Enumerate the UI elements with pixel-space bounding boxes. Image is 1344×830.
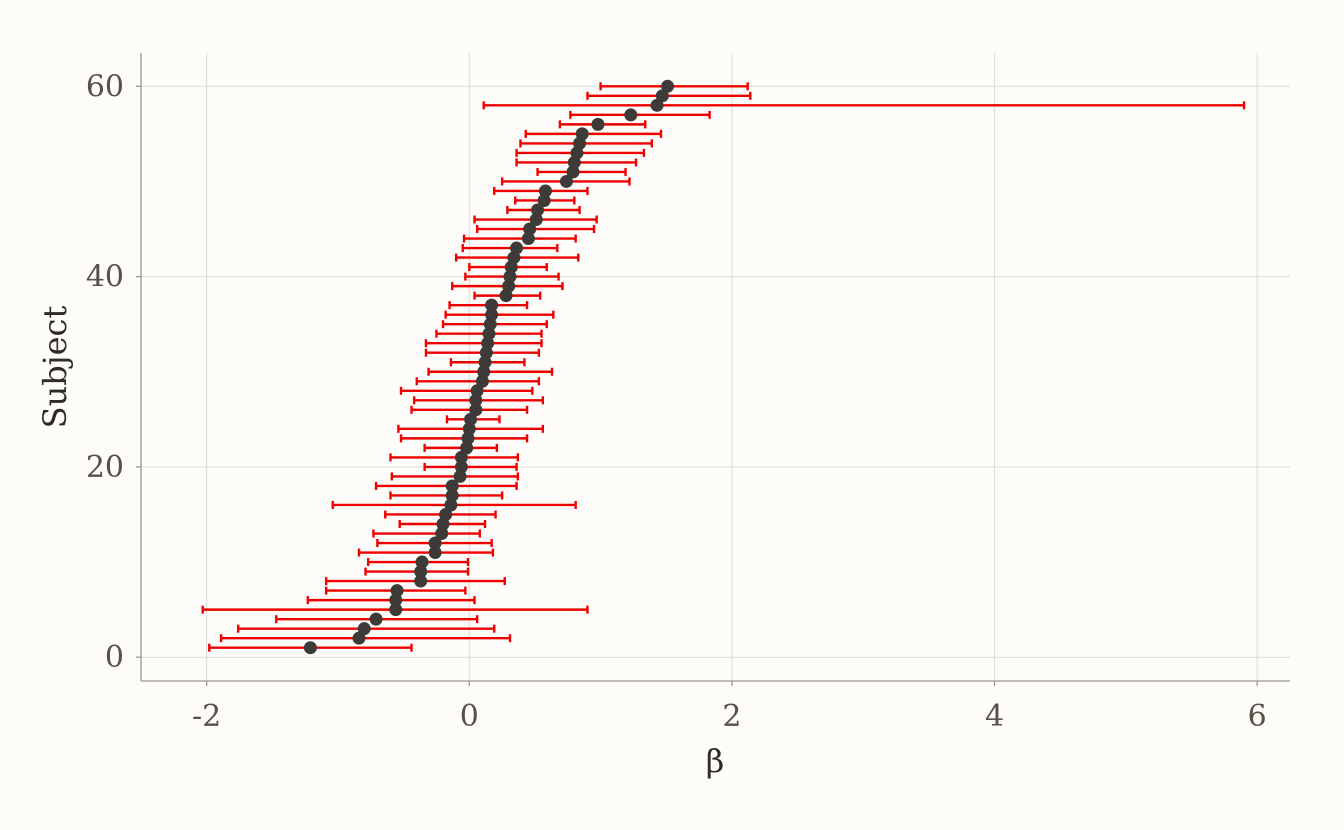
data-point xyxy=(477,365,491,379)
y-tick-label: 40 xyxy=(86,260,124,295)
data-point xyxy=(478,355,492,369)
error-bar xyxy=(423,462,518,471)
error-bar xyxy=(427,367,554,376)
data-point xyxy=(510,241,524,255)
y-tick-label: 60 xyxy=(86,69,124,104)
data-point xyxy=(566,165,580,179)
data-point xyxy=(591,117,605,131)
data-point xyxy=(464,412,478,426)
data-point xyxy=(529,213,543,227)
y-tick-label: 0 xyxy=(105,640,124,675)
error-bar xyxy=(519,139,654,148)
data-point xyxy=(428,546,442,560)
data-point xyxy=(479,346,493,360)
data-point xyxy=(655,89,669,103)
data-point xyxy=(538,184,552,198)
data-point xyxy=(445,488,459,502)
error-bar xyxy=(461,244,559,253)
data-point xyxy=(537,193,551,207)
data-point xyxy=(303,641,317,655)
data-point xyxy=(460,441,474,455)
x-tick-label: -2 xyxy=(192,699,221,734)
data-point xyxy=(428,536,442,550)
error-bar xyxy=(536,167,627,176)
data-point xyxy=(389,603,403,617)
error-bar xyxy=(599,82,749,91)
plot-area xyxy=(141,53,1290,681)
data-point xyxy=(444,498,458,512)
x-tick-label: 6 xyxy=(1248,699,1267,734)
data-point xyxy=(415,555,429,569)
error-bar xyxy=(444,310,555,319)
x-tick-label: 2 xyxy=(722,699,741,734)
error-bar xyxy=(219,634,512,643)
data-point xyxy=(469,393,483,407)
data-point xyxy=(390,584,404,598)
data-point xyxy=(650,98,664,112)
x-axis-title: β xyxy=(706,742,725,780)
error-bar xyxy=(399,386,534,395)
data-point xyxy=(454,460,468,474)
data-point xyxy=(485,308,499,322)
data-point xyxy=(470,384,484,398)
y-tick-label: 20 xyxy=(86,450,124,485)
error-bar xyxy=(482,101,1246,110)
data-point xyxy=(559,174,573,188)
data-point xyxy=(453,469,467,483)
points xyxy=(303,79,675,655)
x-tick-label: 4 xyxy=(985,699,1004,734)
error-bar xyxy=(357,548,495,557)
data-point xyxy=(435,527,449,541)
data-point xyxy=(352,631,366,645)
error-bar xyxy=(586,91,752,100)
data-point xyxy=(482,327,496,341)
x-tick-label: 0 xyxy=(460,699,479,734)
data-point xyxy=(481,336,495,350)
data-point xyxy=(445,479,459,493)
data-point xyxy=(414,565,428,579)
data-point xyxy=(531,203,545,217)
data-point xyxy=(454,450,468,464)
data-point xyxy=(475,374,489,388)
error-bar xyxy=(372,529,481,538)
data-point xyxy=(575,127,589,141)
data-point xyxy=(661,79,675,93)
data-point xyxy=(485,298,499,312)
data-point xyxy=(462,422,476,436)
data-point xyxy=(502,279,516,293)
error-bar xyxy=(389,453,520,462)
data-point xyxy=(469,403,483,417)
data-point xyxy=(357,622,371,636)
error-bar xyxy=(410,405,529,414)
data-point xyxy=(503,270,517,284)
error-bar xyxy=(569,110,711,119)
data-point xyxy=(414,574,428,588)
data-point xyxy=(369,612,383,626)
error-bar xyxy=(462,234,577,243)
data-point xyxy=(624,108,638,122)
y-axis-title: Subject xyxy=(36,306,74,429)
error-bar xyxy=(524,129,663,138)
data-point xyxy=(439,507,453,521)
data-point xyxy=(389,593,403,607)
data-point xyxy=(523,222,537,236)
data-point xyxy=(483,317,497,331)
data-point xyxy=(461,431,475,445)
data-point xyxy=(521,232,535,246)
